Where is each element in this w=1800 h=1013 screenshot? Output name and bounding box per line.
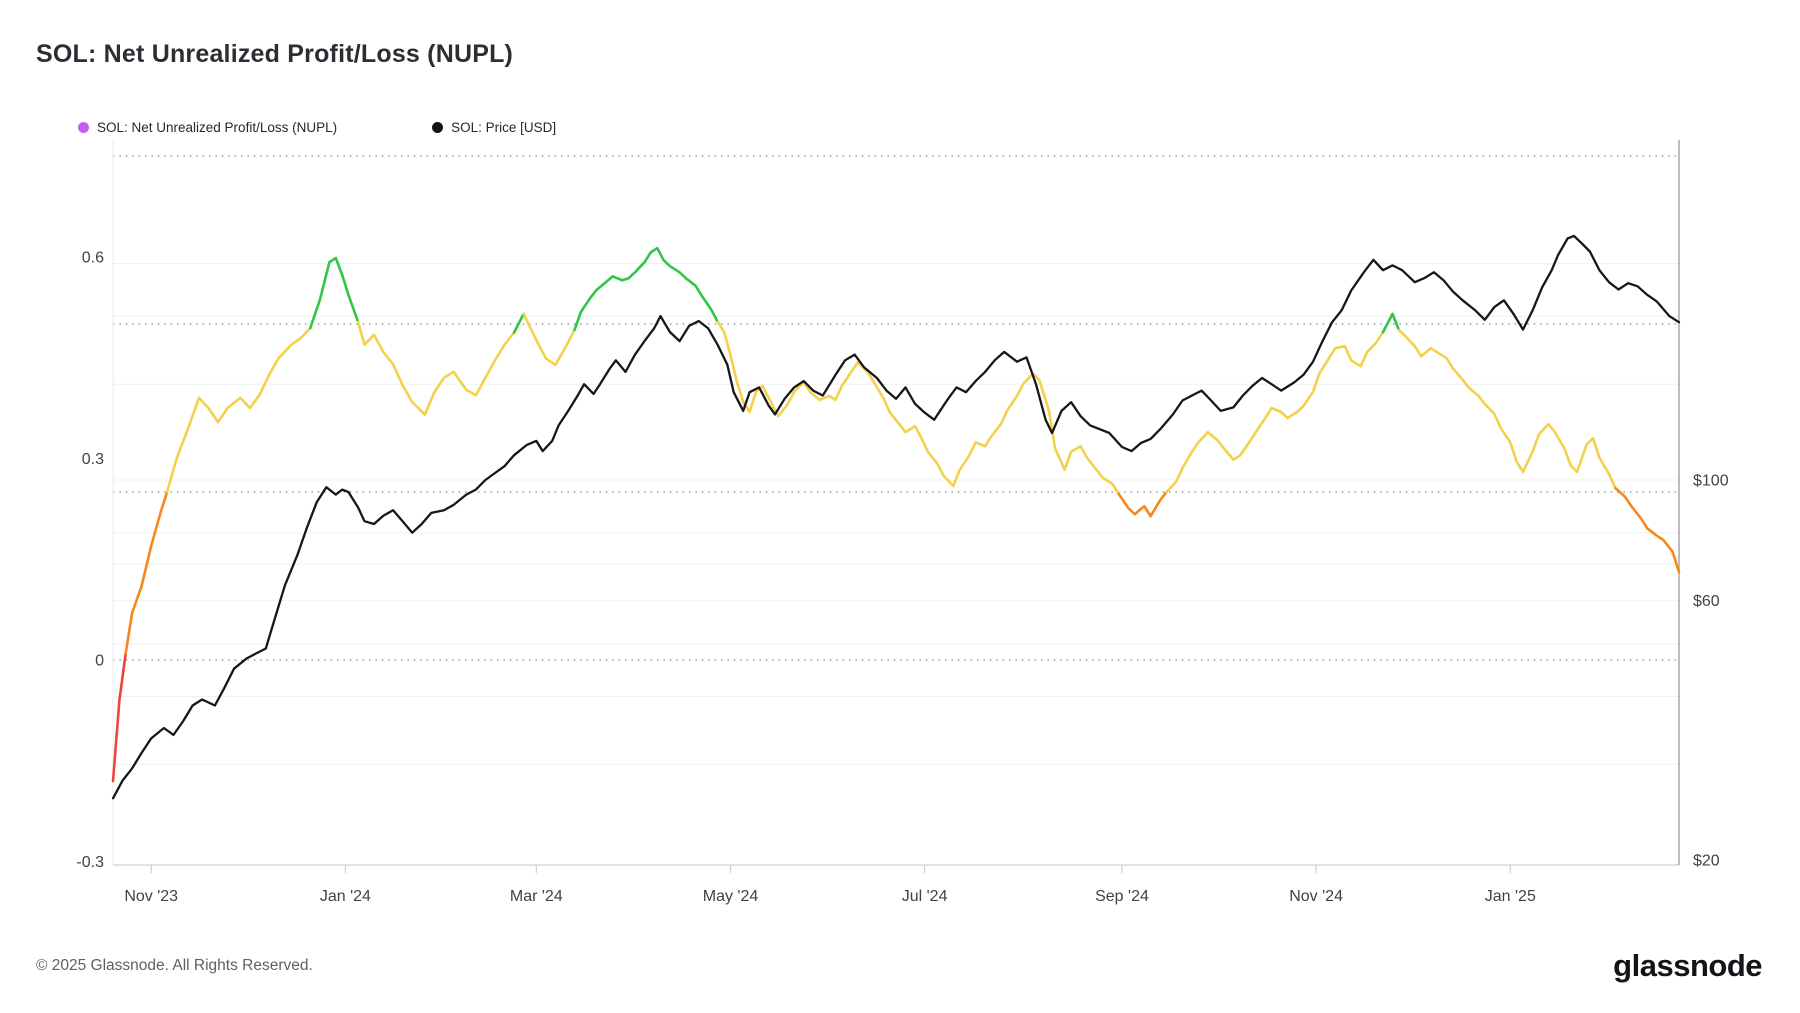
x-axis-label: Jul '24 xyxy=(902,888,948,905)
nupl-series-segment xyxy=(1381,312,1401,334)
nupl-series-segment xyxy=(111,652,127,783)
nupl-series-segment xyxy=(165,326,312,494)
x-axis-label: Jan '25 xyxy=(1485,888,1536,905)
nupl-axis-label: 0 xyxy=(95,653,104,670)
nupl-series-segment xyxy=(1397,328,1617,490)
x-axis-label: May '24 xyxy=(703,888,759,905)
legend-label-nupl: SOL: Net Unrealized Profit/Loss (NUPL) xyxy=(97,120,338,135)
price-axis-label: $100 xyxy=(1693,473,1729,490)
x-axis-label: Nov '24 xyxy=(1289,888,1343,905)
legend-item-nupl[interactable]: SOL: Net Unrealized Profit/Loss (NUPL) xyxy=(78,120,337,135)
nupl-series-dot-icon xyxy=(78,122,89,133)
price-axis-label: $60 xyxy=(1693,593,1720,610)
nupl-series-segment xyxy=(573,246,720,332)
nupl-series-segment xyxy=(1614,486,1681,574)
x-axis-label: Sep '24 xyxy=(1095,888,1149,905)
page-title: SOL: Net Unrealized Profit/Loss (NUPL) xyxy=(36,40,514,68)
nupl-series-segment xyxy=(356,320,516,416)
nupl-axis-label: 0.3 xyxy=(82,451,104,468)
nupl-axis-label: 0.6 xyxy=(82,249,104,266)
nupl-series-segment xyxy=(512,312,525,334)
price-series-path xyxy=(111,234,1681,800)
nupl-series-segment xyxy=(124,490,169,655)
nupl-axis-label: -0.3 xyxy=(76,854,104,871)
chart-legend: SOL: Net Unrealized Profit/Loss (NUPL) S… xyxy=(78,120,651,135)
x-axis-label: Mar '24 xyxy=(510,888,563,905)
copyright-text: © 2025 Glassnode. All Rights Reserved. xyxy=(36,957,313,974)
x-axis-label: Jan '24 xyxy=(320,888,371,905)
x-axis-label: Nov '23 xyxy=(124,888,178,905)
price-axis-label: $20 xyxy=(1693,853,1720,870)
nupl-series-segment xyxy=(522,312,576,367)
nupl-series-segment xyxy=(1117,490,1168,518)
nupl-series-segment xyxy=(1165,330,1385,494)
glassnode-logo: glassnode xyxy=(1613,948,1762,983)
nupl-series-segment xyxy=(309,256,360,330)
legend-label-price: SOL: Price [USD] xyxy=(451,120,557,135)
price-series-dot-icon xyxy=(432,122,444,133)
legend-item-price[interactable]: SOL: Price [USD] xyxy=(432,120,556,135)
